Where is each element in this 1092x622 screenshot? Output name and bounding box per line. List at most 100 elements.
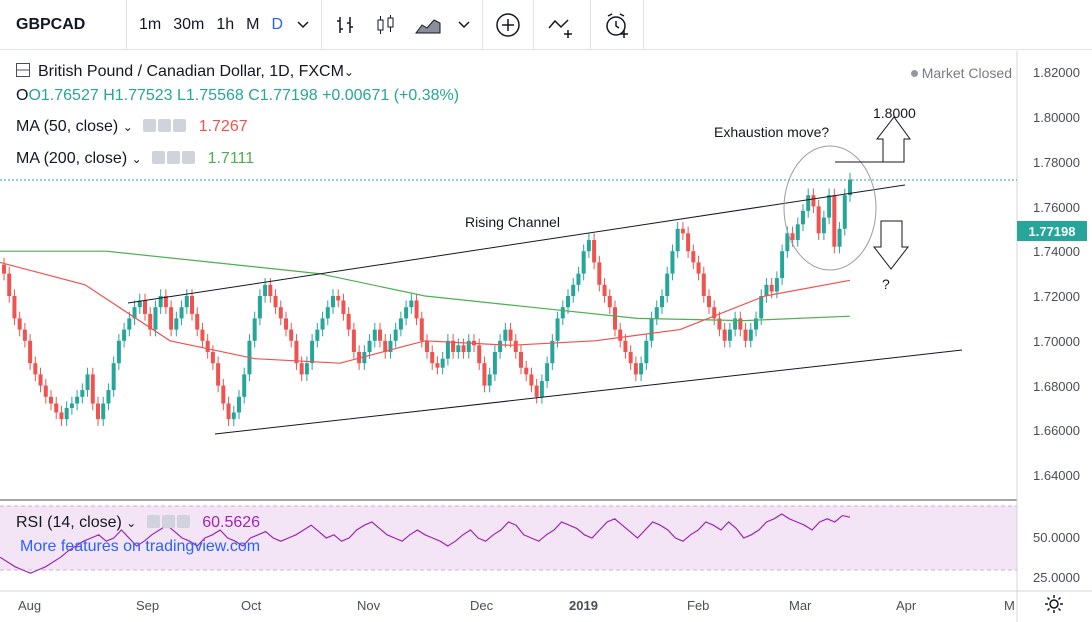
eye-icon[interactable] [152, 151, 166, 164]
candle-body [12, 296, 17, 319]
exhaustion-ellipse[interactable] [783, 145, 877, 271]
candle-body [430, 352, 435, 364]
rising-channel-label[interactable]: Rising Channel [465, 214, 560, 230]
rsi-label[interactable]: RSI (14, close) [16, 514, 122, 531]
candle-body [759, 296, 764, 319]
candle-body [54, 403, 59, 413]
candle-body [367, 340, 372, 352]
time-tick: M [1004, 598, 1015, 613]
interval-1h[interactable]: 1h [216, 15, 235, 33]
symbol-search[interactable]: GBPCAD [0, 0, 127, 49]
target-down-label[interactable]: ? [882, 276, 890, 292]
candle-body [780, 251, 785, 279]
candle-body [153, 307, 158, 330]
chart-canvas[interactable] [0, 51, 1092, 622]
candle-body [790, 233, 795, 240]
candle-body [748, 329, 753, 341]
series-title[interactable]: British Pound / Canadian Dollar, 1D, FXC… [38, 63, 344, 80]
toolbar-divider [321, 0, 323, 49]
area-chart-icon[interactable] [406, 0, 450, 49]
candle-body [148, 313, 153, 330]
chevron-down-icon[interactable]: ⌄ [126, 516, 137, 530]
candle-body [231, 412, 236, 420]
arrow-down-shape[interactable] [872, 220, 910, 270]
candle-body [398, 318, 403, 330]
candle-body [341, 300, 346, 314]
eye-icon[interactable] [146, 515, 160, 528]
interval-month[interactable]: M [246, 15, 260, 33]
candle-body [7, 273, 12, 296]
chevron-down-icon[interactable]: ⌄ [122, 120, 133, 134]
candle-body [69, 403, 74, 408]
channel-bottom-line[interactable] [214, 349, 963, 435]
candle-body [414, 300, 419, 319]
interval-day[interactable]: D [271, 15, 284, 33]
candle-body [299, 363, 304, 375]
rsi-value: 60.5626 [202, 514, 261, 531]
settings-icon[interactable] [161, 515, 175, 528]
candle-body [842, 195, 847, 229]
toolbar-divider [533, 0, 535, 49]
settings-icon[interactable] [158, 119, 172, 132]
eye-icon[interactable] [143, 119, 157, 132]
candle-body [336, 296, 341, 301]
series-dropdown-icon[interactable]: ⌄ [343, 65, 354, 79]
candle-body [821, 217, 826, 234]
close-icon[interactable] [176, 515, 190, 528]
candle-body [524, 367, 529, 375]
settings-gear-icon[interactable] [1044, 594, 1064, 619]
candle-body [310, 340, 315, 364]
settings-icon[interactable] [167, 151, 181, 164]
candle-body [445, 340, 450, 359]
bar-chart-icon[interactable] [326, 0, 366, 49]
interval-30m[interactable]: 30m [173, 15, 205, 33]
compare-icon[interactable] [538, 0, 586, 49]
interval-1m[interactable]: 1m [139, 15, 162, 33]
candle-body [169, 307, 174, 330]
target-up-label[interactable]: 1.8000 [873, 105, 916, 121]
candle-body [466, 340, 471, 352]
candle-body [586, 240, 591, 252]
candle-body [482, 363, 487, 386]
candle-body [832, 195, 837, 247]
ma50-legend[interactable]: MA (50, close) ⌄ 1.7267 [16, 118, 248, 136]
rsi-legend[interactable]: RSI (14, close) ⌄ 60.5626 [16, 514, 260, 532]
ma50-label[interactable]: MA (50, close) [16, 118, 119, 135]
alert-clock-icon[interactable] [595, 0, 639, 49]
candle-body [717, 318, 722, 330]
ma200-label[interactable]: MA (200, close) [16, 150, 128, 167]
candle-body [848, 179, 852, 196]
channel-top-line[interactable] [127, 184, 906, 304]
candle-body [111, 363, 116, 391]
ma200-legend[interactable]: MA (200, close) ⌄ 1.7111 [16, 150, 254, 168]
ma200-value: 1.7111 [207, 150, 255, 167]
interval-dropdown-icon[interactable] [289, 0, 317, 49]
candle-body [2, 264, 6, 274]
candle-body [492, 352, 497, 375]
candle-body [216, 363, 221, 386]
candle-body [284, 318, 288, 330]
candle-body [237, 396, 241, 413]
exhaustion-label[interactable]: Exhaustion move? [714, 124, 830, 140]
promo-link[interactable]: More features on tradingview.com [20, 538, 261, 555]
candle-body [774, 278, 779, 292]
series-toggle-icon[interactable] [16, 63, 30, 77]
close-icon[interactable] [182, 151, 196, 164]
candles-icon[interactable] [366, 0, 406, 49]
candle-body [435, 363, 440, 368]
candle-body [801, 210, 805, 225]
candle-body [38, 374, 43, 386]
candle-body [733, 318, 738, 330]
add-indicator-icon[interactable] [487, 0, 529, 49]
chart-type-dropdown-icon[interactable] [450, 0, 478, 49]
candle-body [404, 307, 409, 319]
candle-body [738, 318, 743, 330]
last-price-badge: 1.77198 [1017, 221, 1087, 241]
candle-body [811, 195, 816, 207]
arrow-up-shape[interactable] [835, 116, 911, 163]
chart-area[interactable]: British Pound / Canadian Dollar, 1D, FXC… [0, 51, 1092, 622]
candle-body [315, 329, 320, 341]
chevron-down-icon[interactable]: ⌄ [131, 152, 142, 166]
candle-body [837, 228, 842, 247]
close-icon[interactable] [173, 119, 187, 132]
